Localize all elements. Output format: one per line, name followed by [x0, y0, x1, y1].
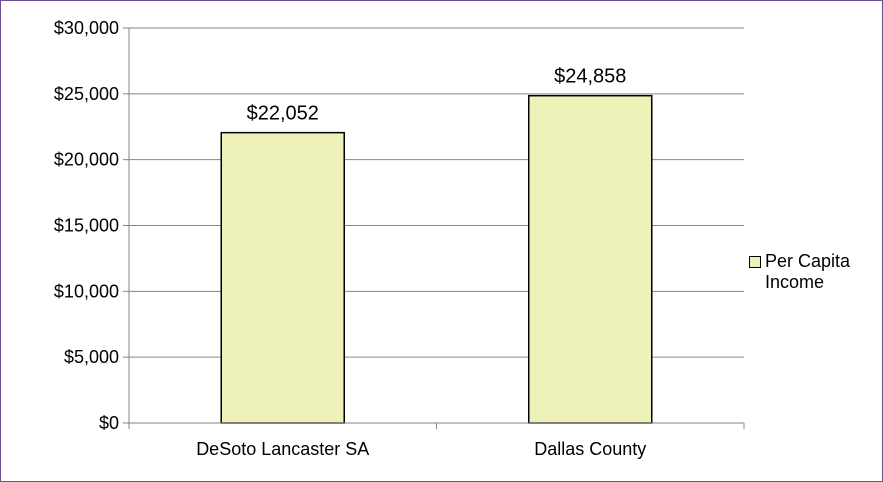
y-tick-label: $30,000: [54, 18, 119, 38]
legend-item: Per Capita Income: [749, 251, 855, 293]
x-tick-label: DeSoto Lancaster SA: [196, 439, 369, 459]
y-tick-label: $25,000: [54, 84, 119, 104]
legend-label: Per Capita Income: [765, 251, 851, 292]
y-tick-label: $10,000: [54, 281, 119, 301]
bar: [220, 131, 345, 424]
x-tick-label: Dallas County: [534, 439, 646, 459]
y-tick-label: $15,000: [54, 216, 119, 236]
x-axis-labels: DeSoto Lancaster SA Dallas County: [128, 423, 745, 459]
y-axis-ticks: $0 $5,000 $10,000 $15,000 $20,000 $25,000 $30,…: [54, 18, 129, 433]
bar: [528, 94, 653, 424]
y-tick-label: $5,000: [64, 347, 119, 367]
bars: $22,052 $24,858: [220, 66, 653, 424]
y-tick-label: $20,000: [54, 150, 119, 170]
legend-swatch: [749, 256, 761, 268]
y-tick-label: $0: [99, 413, 119, 433]
bar-value-label: $22,052: [247, 103, 319, 125]
bar-value-label: $24,858: [554, 66, 626, 88]
legend: Per Capita Income: [749, 251, 855, 293]
